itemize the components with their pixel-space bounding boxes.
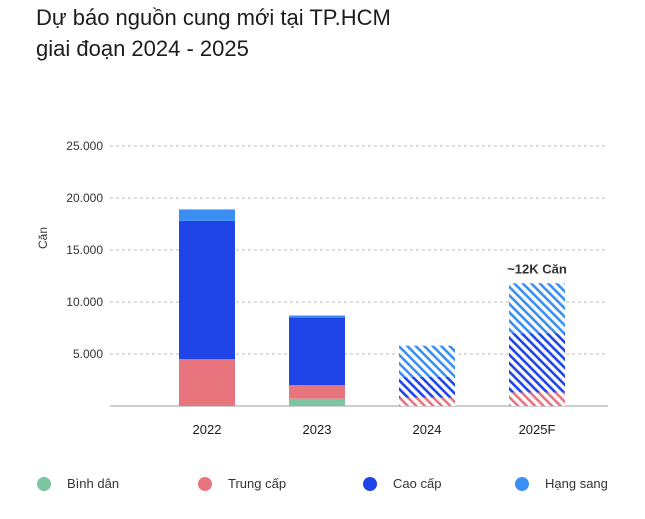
bars — [179, 209, 565, 406]
x-tick-label: 2022 — [193, 422, 222, 437]
chart-title: Dự báo nguồn cung mới tại TP.HCM giai đo… — [36, 2, 636, 64]
y-tick-label: 25.000 — [66, 139, 103, 153]
bar-segment — [509, 283, 565, 334]
bar-segment — [289, 398, 345, 406]
y-axis: 5.000 10.000 15.000 20.000 25.000 Căn — [36, 139, 103, 361]
legend-label: Bình dân — [67, 476, 120, 491]
x-tick-label: 2024 — [413, 422, 442, 437]
legend-item: Cao cấp — [363, 476, 441, 491]
legend-swatch — [198, 476, 212, 491]
bar-segment — [289, 315, 345, 318]
x-axis: 2022 2023 2024 2025F ~12K Căn — [193, 261, 567, 437]
chart-title-line-1: Dự báo nguồn cung mới tại TP.HCM — [36, 5, 391, 30]
bar-segment — [399, 345, 455, 377]
legend-label: Trung cấp — [228, 476, 287, 491]
legend-item: Bình dân — [37, 476, 119, 491]
bar-segment — [399, 397, 455, 406]
bar-segment — [289, 317, 345, 386]
bar-segment — [509, 392, 565, 406]
bar-segment — [509, 333, 565, 393]
legend-item: Trung cấp — [198, 476, 286, 491]
x-tick-label: 2023 — [303, 422, 332, 437]
bar-segment — [179, 359, 235, 406]
bar-annotation: ~12K Căn — [507, 261, 567, 276]
legend-swatch — [37, 476, 51, 491]
legend: Bình dân Trung cấp Cao cấp Hạng sang — [0, 476, 645, 500]
y-tick-label: 10.000 — [66, 295, 103, 309]
legend-swatch — [515, 476, 529, 491]
x-tick-label: 2025F — [519, 422, 556, 437]
bar-segment — [289, 385, 345, 399]
bar-segment — [399, 376, 455, 398]
y-axis-label: Căn — [36, 227, 50, 249]
legend-label: Cao cấp — [393, 476, 442, 491]
bar-segment — [179, 220, 235, 360]
y-tick-label: 15.000 — [66, 243, 103, 257]
y-tick-label: 5.000 — [73, 347, 103, 361]
chart-title-line-2: giai đoạn 2024 - 2025 — [36, 36, 249, 61]
legend-item: Hạng sang — [515, 476, 608, 491]
y-tick-label: 20.000 — [66, 191, 103, 205]
legend-swatch — [363, 476, 377, 491]
legend-label: Hạng sang — [545, 476, 608, 491]
bar-segment — [179, 209, 235, 221]
